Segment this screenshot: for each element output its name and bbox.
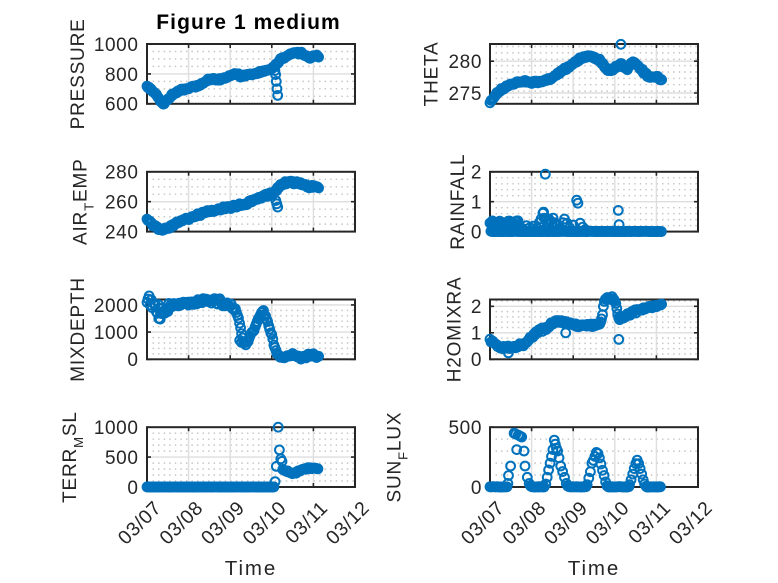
svg-text:260: 260 <box>105 193 139 214</box>
svg-text:1000: 1000 <box>94 418 139 439</box>
svg-text:2: 2 <box>471 163 482 184</box>
svg-text:TERRM​SL: TERRM​SL <box>60 411 86 503</box>
svg-text:1000: 1000 <box>94 35 139 56</box>
svg-text:0: 0 <box>471 478 482 499</box>
svg-text:280: 280 <box>448 52 482 73</box>
svg-text:PRESSURE: PRESSURE <box>68 18 89 129</box>
svg-text:THETA: THETA <box>422 41 443 106</box>
svg-text:0: 0 <box>127 350 138 371</box>
svg-text:2: 2 <box>471 297 482 318</box>
svg-text:800: 800 <box>105 65 139 86</box>
svg-text:Figure 1 medium: Figure 1 medium <box>156 11 341 34</box>
svg-text:240: 240 <box>105 223 139 244</box>
svg-text:MIXDEPTH: MIXDEPTH <box>68 277 89 382</box>
svg-text:600: 600 <box>105 95 139 116</box>
svg-text:AIRT​EMP: AIRT​EMP <box>71 158 97 245</box>
svg-text:275: 275 <box>448 84 482 105</box>
svg-text:500: 500 <box>448 418 482 439</box>
svg-text:2000: 2000 <box>94 296 139 317</box>
svg-text:280: 280 <box>105 163 139 184</box>
svg-text:0: 0 <box>471 350 482 371</box>
svg-text:H2OMIXRA: H2OMIXRA <box>445 277 466 383</box>
svg-text:500: 500 <box>105 448 139 469</box>
svg-text:SUNF​LUX: SUNF​LUX <box>385 412 411 503</box>
svg-text:Time: Time <box>568 557 620 580</box>
svg-text:Time: Time <box>225 557 277 580</box>
svg-text:0: 0 <box>127 478 138 499</box>
svg-text:1000: 1000 <box>94 323 139 344</box>
svg-text:0: 0 <box>471 223 482 244</box>
svg-text:1: 1 <box>471 193 482 214</box>
svg-text:RAINFALL: RAINFALL <box>448 154 469 250</box>
svg-text:1: 1 <box>471 324 482 345</box>
